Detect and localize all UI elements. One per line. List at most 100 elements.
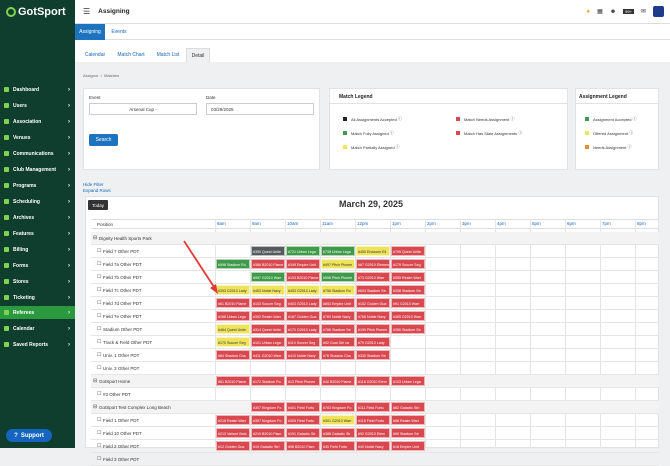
field-name[interactable]: Stadium Other PDT [103, 327, 143, 332]
notification-icon[interactable]: ● [586, 8, 591, 15]
field-name[interactable]: Field 3 Other PDT [103, 457, 140, 462]
tab-events[interactable]: Events [111, 29, 127, 35]
sidebar-item-association[interactable]: Association › [0, 115, 75, 128]
sidebar-item-ticketing[interactable]: Ticketing › [0, 291, 75, 304]
match-block[interactable]: #18 Empire Unit [391, 441, 425, 451]
match-block[interactable]: #597 G2010 Warr [251, 272, 285, 282]
field-name[interactable]: Univ. 3 Other PDT [103, 366, 140, 371]
checkbox-icon[interactable]: ☐ [97, 248, 102, 254]
field-name[interactable]: Univ. 1 Other PDT [103, 353, 140, 358]
match-block[interactable]: #604 Stadium Str [356, 285, 390, 295]
match-block[interactable]: #795 Quest Unite [391, 246, 425, 256]
gotsport-logo[interactable]: GotSport [0, 0, 75, 24]
match-block[interactable]: #13 Pitch Pionee [286, 376, 320, 386]
search-button[interactable]: Search [89, 134, 118, 146]
checkbox-icon[interactable]: ☐ [97, 261, 102, 267]
match-block[interactable]: #111 Field Fortu [356, 402, 390, 412]
match-block[interactable]: #403 G2010 Lady [286, 298, 320, 308]
checkbox-icon[interactable]: ☐ [97, 300, 102, 306]
user-icon[interactable]: ☻ [609, 8, 617, 15]
match-block[interactable]: #12 Golden Gua [216, 441, 250, 451]
field-name[interactable]: Field 7e Other PDT [103, 314, 142, 319]
sidebar-item-forms[interactable]: Forms › [0, 259, 75, 272]
match-block[interactable]: #411 G2010 Warr [251, 350, 285, 360]
match-block[interactable]: #118 Field Fortu [356, 415, 390, 425]
match-block[interactable]: #187 Golden Gua [286, 311, 320, 321]
match-block[interactable]: #179 Soccer Seg [391, 259, 425, 269]
collapse-icon[interactable]: ⊟ [93, 235, 98, 241]
checkbox-icon[interactable]: ☐ [97, 326, 102, 332]
tab-match-chart[interactable]: Match Chart [117, 52, 145, 58]
match-block[interactable]: #386 B2010 Flame [251, 259, 285, 269]
sidebar-item-calendar[interactable]: Calendar › [0, 322, 75, 335]
field-name[interactable]: Track & Field Other PDT [103, 340, 153, 345]
grid-icon[interactable]: ▦ [597, 9, 603, 15]
expand-rows-link[interactable]: Expand Rows [83, 188, 111, 193]
match-block[interactable]: #307 Kingdom Fo [251, 402, 285, 412]
match-block[interactable]: #760 Noble Navy [321, 311, 355, 321]
match-block[interactable]: #763 Kingdom Fo [321, 402, 355, 412]
sidebar-item-users[interactable]: Users › [0, 99, 75, 112]
match-block[interactable]: #103 Soccer Seg [251, 298, 285, 308]
match-block[interactable]: #73 G2010 Warr [356, 272, 390, 282]
checkbox-icon[interactable]: ☐ [97, 313, 102, 319]
checkbox-icon[interactable]: ☐ [97, 391, 102, 397]
event-select[interactable]: Arsenal Cup - [89, 103, 197, 115]
checkbox-icon[interactable]: ☐ [97, 274, 102, 280]
match-block[interactable]: #61 B2010 Flame [216, 298, 250, 308]
field-name[interactable]: Field 1 Other PDT [103, 418, 140, 423]
sidebar-item-stores[interactable]: Stores › [0, 275, 75, 288]
match-block[interactable]: #598 Stadium Ru [216, 259, 250, 269]
match-block[interactable]: #401 Field Fortu [286, 402, 320, 412]
match-block[interactable]: #40 B2010 Flame [321, 376, 355, 386]
checkbox-icon[interactable]: ☐ [97, 339, 102, 345]
match-block[interactable]: #393 G2010 Lady [216, 285, 250, 295]
match-block[interactable]: #453 G2010 Lady [286, 285, 320, 295]
match-block[interactable]: #199 Pitch Pionee [356, 324, 390, 334]
match-block[interactable]: #213 Valiant Victo [216, 428, 250, 438]
checkbox-icon[interactable]: ☐ [97, 352, 102, 358]
match-block[interactable]: #67 G2010 Elemen [356, 259, 390, 269]
match-block[interactable]: #653 Empire Unit [321, 298, 355, 308]
match-block[interactable]: #76 Shadow Cha [321, 350, 355, 360]
date-input[interactable]: 03/29/2025 [206, 103, 314, 115]
field-name[interactable]: Field 2 Other PDT [103, 444, 140, 449]
match-block[interactable]: #170 Soccer Seg [216, 337, 250, 347]
sidebar-item-venues[interactable]: Venues › [0, 131, 75, 144]
match-block[interactable]: #330 Stadium Str [356, 350, 390, 360]
match-block[interactable]: #721 Urban Lega [286, 246, 320, 256]
sidebar-item-billing[interactable]: Billing › [0, 243, 75, 256]
match-block[interactable]: #756 Stadium Ru [321, 285, 355, 295]
hamburger-menu-icon[interactable]: ☰ [83, 7, 91, 16]
match-block[interactable]: #497 Pitch Pionee [321, 259, 355, 269]
tab-match-list[interactable]: Match List [156, 52, 180, 58]
sidebar-item-club-management[interactable]: Club Management › [0, 163, 75, 176]
match-block[interactable]: #110 Soccer Seg [286, 337, 320, 347]
tab-calendar[interactable]: Calendar [84, 52, 106, 58]
match-block[interactable]: #314 Quest Unite [251, 324, 285, 334]
match-block[interactable]: #766 Noble Navy [356, 311, 390, 321]
match-block[interactable]: #450 Endzone Eli [356, 246, 390, 256]
match-block[interactable]: #92 Goal Girl ca [321, 337, 355, 347]
match-block[interactable]: #464 Quest Unite [216, 324, 250, 334]
tab-detail[interactable]: Detail [186, 48, 210, 62]
field-name[interactable]: Field 7 Other PDT [103, 249, 140, 254]
match-block[interactable]: #168 Urban Lega [216, 311, 250, 321]
match-block[interactable]: #103 Urban Lega [391, 376, 425, 386]
match-block[interactable]: #738 Urban Lega [321, 246, 355, 256]
match-block[interactable]: #91 G2010 Warr [391, 298, 425, 308]
chat-icon[interactable]: ✉ [640, 9, 646, 15]
match-block[interactable]: #88 Realm Warr [391, 415, 425, 425]
inbox-badge[interactable]: 99+ [623, 9, 634, 14]
venue-name[interactable]: GotSport Test Complex Long Beach [99, 405, 171, 410]
match-block[interactable]: #210 B2010 Flam [251, 428, 285, 438]
tab-assigning[interactable]: Assigning [75, 24, 105, 40]
checkbox-icon[interactable]: ☐ [97, 365, 102, 371]
field-name[interactable]: Field 7d Other PDT [103, 301, 142, 306]
sidebar-item-archives[interactable]: Archives › [0, 211, 75, 224]
match-block[interactable]: #40 Noble Navy [356, 441, 390, 451]
match-block[interactable]: #84 Shadow Cha [216, 350, 250, 360]
field-name[interactable]: Field 7a Other PDT [103, 262, 142, 267]
match-block[interactable]: #349 Empire Unit [286, 259, 320, 269]
venue-name[interactable]: Dignity Health Sports Park [99, 236, 152, 241]
